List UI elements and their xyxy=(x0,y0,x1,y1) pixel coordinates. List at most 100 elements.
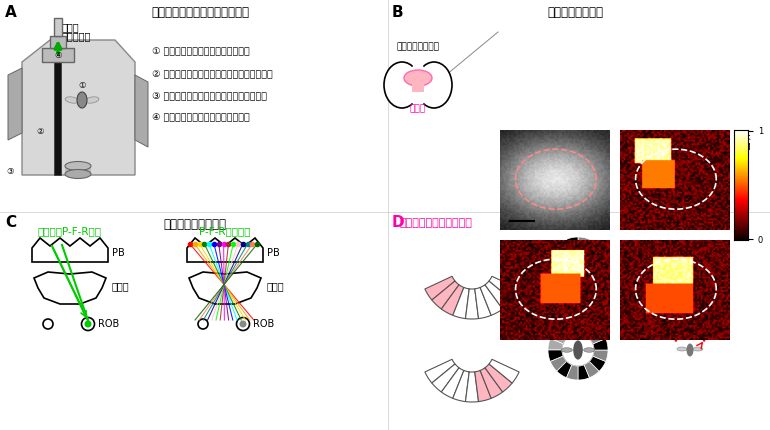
Text: t = 0 s: t = 0 s xyxy=(622,132,652,141)
Wedge shape xyxy=(593,255,608,267)
Polygon shape xyxy=(425,276,455,300)
Circle shape xyxy=(562,334,594,366)
Wedge shape xyxy=(589,356,606,371)
Text: ② ハエをぐるりと取り囲む視覚ディスプレイ: ② ハエをぐるりと取り囲む視覚ディスプレイ xyxy=(152,69,273,78)
Wedge shape xyxy=(548,267,563,279)
Ellipse shape xyxy=(416,62,452,108)
Wedge shape xyxy=(548,255,563,267)
Text: PB: PB xyxy=(267,248,280,258)
Bar xyxy=(50,36,66,48)
Ellipse shape xyxy=(408,63,428,107)
Polygon shape xyxy=(485,281,512,309)
Ellipse shape xyxy=(584,348,594,352)
Polygon shape xyxy=(432,364,459,392)
Polygon shape xyxy=(485,364,512,392)
Wedge shape xyxy=(548,338,563,350)
Ellipse shape xyxy=(561,265,572,269)
Wedge shape xyxy=(567,320,578,335)
Ellipse shape xyxy=(85,97,99,103)
Text: 旋回運動: 旋回運動 xyxy=(676,218,704,231)
Circle shape xyxy=(82,317,95,331)
Text: 対物レンズ: 対物レンズ xyxy=(62,31,92,41)
Ellipse shape xyxy=(584,265,594,269)
Bar xyxy=(54,40,61,175)
Wedge shape xyxy=(584,278,599,295)
Text: A: A xyxy=(5,5,17,20)
Polygon shape xyxy=(475,287,491,319)
Wedge shape xyxy=(578,365,590,380)
Bar xyxy=(42,48,74,62)
Polygon shape xyxy=(34,272,106,304)
Wedge shape xyxy=(551,246,567,261)
Text: D: D xyxy=(392,215,404,230)
Wedge shape xyxy=(589,329,606,344)
Text: ①: ① xyxy=(79,80,85,89)
Wedge shape xyxy=(551,273,567,288)
Text: 頭方位: 頭方位 xyxy=(567,218,588,231)
Wedge shape xyxy=(548,350,563,362)
Text: ハエの脳の正面図: ハエの脳の正面図 xyxy=(397,42,440,51)
Ellipse shape xyxy=(573,258,583,276)
Wedge shape xyxy=(557,322,572,339)
Bar xyxy=(412,78,424,92)
Polygon shape xyxy=(8,68,22,140)
Text: PB: PB xyxy=(112,248,125,258)
Wedge shape xyxy=(584,239,599,256)
Text: 飛行するハエの神経活動を記録: 飛行するハエの神経活動を記録 xyxy=(151,6,249,19)
Polygon shape xyxy=(187,238,263,262)
Ellipse shape xyxy=(384,62,420,108)
Wedge shape xyxy=(593,338,608,350)
Circle shape xyxy=(85,320,92,328)
Wedge shape xyxy=(589,273,606,288)
Text: ②: ② xyxy=(36,128,44,136)
Wedge shape xyxy=(567,365,578,380)
Text: P-F-R細胞集団: P-F-R細胞集団 xyxy=(199,226,251,236)
Ellipse shape xyxy=(65,97,79,103)
Wedge shape xyxy=(593,350,608,362)
Wedge shape xyxy=(578,320,590,335)
Polygon shape xyxy=(475,371,491,402)
Ellipse shape xyxy=(677,347,687,351)
Text: 扇状体の神経活動: 扇状体の神経活動 xyxy=(547,6,603,19)
Text: 7.0 s: 7.0 s xyxy=(664,242,686,251)
Text: ΔF/F: ΔF/F xyxy=(744,130,752,149)
Polygon shape xyxy=(489,276,519,300)
Polygon shape xyxy=(441,368,464,398)
Wedge shape xyxy=(551,356,567,371)
Wedge shape xyxy=(557,239,572,256)
Wedge shape xyxy=(589,246,606,261)
Wedge shape xyxy=(584,361,599,378)
Text: ③: ③ xyxy=(6,168,14,176)
Wedge shape xyxy=(578,237,590,252)
Wedge shape xyxy=(584,322,599,339)
Wedge shape xyxy=(551,329,567,344)
Text: ④: ④ xyxy=(54,50,62,59)
Polygon shape xyxy=(465,289,478,319)
Text: 4.2 s: 4.2 s xyxy=(544,242,566,251)
Text: 20 μm: 20 μm xyxy=(505,132,534,141)
Polygon shape xyxy=(480,285,503,315)
Ellipse shape xyxy=(693,347,703,351)
Polygon shape xyxy=(441,285,464,315)
Circle shape xyxy=(43,319,53,329)
Wedge shape xyxy=(567,282,578,297)
Circle shape xyxy=(239,320,246,328)
Ellipse shape xyxy=(77,92,87,108)
Polygon shape xyxy=(32,238,108,262)
Text: 扇状体のコラム細胞: 扇状体のコラム細胞 xyxy=(163,218,226,231)
Text: ④ 脳活動を表す蛍光を顕微鏡で観察: ④ 脳活動を表す蛍光を顕微鏡で観察 xyxy=(152,113,249,122)
Text: 扇状体: 扇状体 xyxy=(410,104,426,113)
Polygon shape xyxy=(22,40,135,175)
Polygon shape xyxy=(189,272,261,304)
Circle shape xyxy=(198,319,208,329)
Wedge shape xyxy=(593,267,608,279)
Text: 顕微鏡: 顕微鏡 xyxy=(62,22,79,32)
Wedge shape xyxy=(567,237,578,252)
Ellipse shape xyxy=(561,348,572,352)
Text: ③ 羽ばたきの音と映像から飛行方向を推定: ③ 羽ばたきの音と映像から飛行方向を推定 xyxy=(152,91,267,100)
Text: ひとつのP-F-R細胞: ひとつのP-F-R細胞 xyxy=(38,226,102,236)
Bar xyxy=(54,18,62,36)
Ellipse shape xyxy=(687,261,694,273)
Text: ROB: ROB xyxy=(98,319,119,329)
Polygon shape xyxy=(425,359,455,383)
